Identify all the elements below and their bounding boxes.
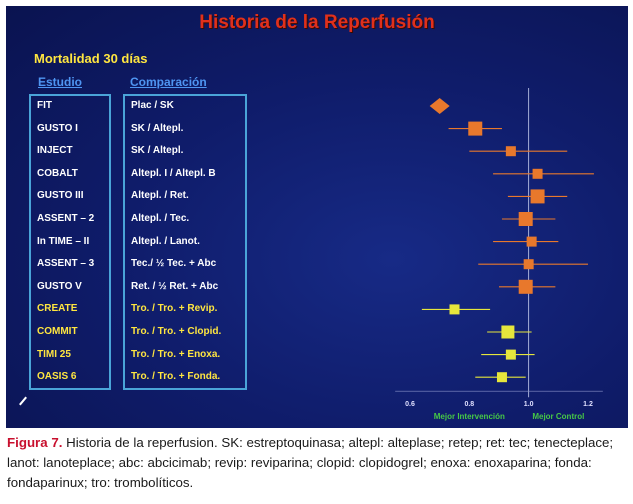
comparison-label: Tro. / Tro. + Enoxa.	[131, 348, 221, 360]
comparison-label: Altepl. I / Altepl. B	[131, 167, 216, 179]
comparison-label: SK / Altepl.	[131, 122, 184, 134]
forest-plot: 0.6 0.8 1.0 1.2 Mejor Intervención Mejor Cont…	[395, 88, 603, 421]
study-column-header: Estudio	[38, 75, 82, 89]
x-tick-label: 0.8	[464, 401, 474, 408]
comparison-label: Plac / SK	[131, 100, 174, 111]
study-label: TIMI 25	[37, 348, 71, 360]
axis-left-label: Mejor Intervención	[434, 412, 505, 421]
point-estimate-square	[501, 325, 515, 339]
comparison-label: Altepl. / Lanot.	[131, 235, 200, 247]
point-estimate-square	[468, 121, 483, 136]
slide: Historia de la Reperfusión Mortalidad 30…	[6, 6, 628, 428]
point-estimate-square	[518, 212, 533, 226]
comparison-box	[123, 94, 247, 390]
study-label: FIT	[37, 100, 52, 111]
point-estimate-square	[496, 372, 507, 383]
study-label: ASSENT – 2	[37, 213, 95, 224]
comparison-label: Tec./ ½ Tec. + Abc	[131, 258, 217, 270]
x-tick-label: 1.0	[524, 401, 534, 408]
caption-text: Historia de la reperfusion. SK: estrepto…	[7, 435, 614, 490]
point-estimate-square	[505, 146, 516, 157]
point-estimate-square	[526, 236, 537, 247]
comparison-label: Tro. / Tro. + Revip.	[131, 303, 218, 315]
point-estimate-square	[532, 168, 543, 179]
figure-caption: Figura 7. Historia de la reperfusion. SK…	[7, 433, 627, 493]
study-label: GUSTO III	[37, 190, 84, 202]
study-label: GUSTO V	[37, 280, 82, 292]
point-estimate-square	[518, 279, 533, 294]
slide-subtitle: Mortalidad 30 días	[34, 51, 148, 66]
axis-right-label: Mejor Control	[532, 412, 584, 421]
comparison-label: SK / Altepl.	[131, 145, 184, 157]
comparison-label: Tro. / Tro. + Fonda.	[131, 371, 221, 383]
x-tick-label: 0.6	[405, 401, 415, 408]
comparison-column-header: Comparación	[130, 75, 207, 89]
comparison-label: Ret. / ½ Ret. + Abc	[131, 280, 219, 292]
study-label: CREATE	[37, 303, 78, 315]
comparison-label: Tro. / Tro. + Clopid.	[131, 326, 222, 337]
study-label: In TIME – II	[37, 235, 90, 247]
point-estimate-square	[449, 304, 460, 315]
comparison-label: Altepl. / Tec.	[131, 213, 190, 224]
point-estimate-diamond	[429, 98, 450, 114]
figure-label: Figura 7.	[7, 435, 63, 450]
point-estimate-square	[530, 189, 545, 204]
study-label: GUSTO I	[37, 122, 78, 134]
study-label: OASIS 6	[37, 371, 77, 383]
study-box	[29, 94, 111, 390]
study-label: COMMIT	[37, 326, 78, 337]
point-estimate-square	[523, 259, 534, 270]
x-tick-label: 1.2	[583, 401, 593, 408]
study-label: COBALT	[37, 167, 78, 179]
slide-title: Historia de la Reperfusión	[199, 12, 435, 33]
study-label: ASSENT – 3	[37, 258, 95, 270]
comparison-label: Altepl. / Ret.	[131, 190, 189, 202]
study-label: INJECT	[37, 145, 73, 157]
point-estimate-square	[505, 349, 516, 360]
